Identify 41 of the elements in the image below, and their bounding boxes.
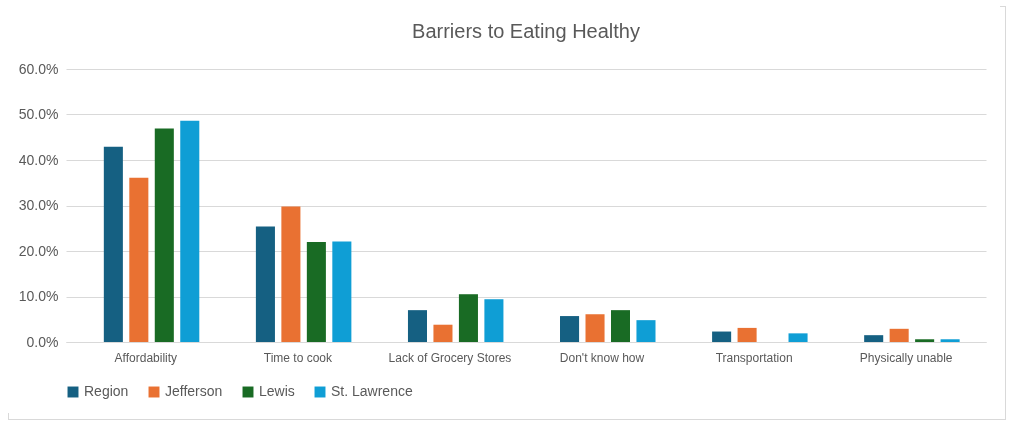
x-tick-label: Physically unable: [859, 350, 953, 365]
bar: [255, 226, 275, 342]
y-tick-label: 10.0%: [18, 288, 59, 304]
legend-label: Region: [84, 383, 129, 399]
bar: [915, 339, 935, 342]
bar: [636, 320, 656, 342]
bar: [306, 241, 326, 342]
x-tick-label: Don't know how: [559, 350, 645, 365]
y-tick-label: 40.0%: [18, 151, 59, 168]
bar: [180, 120, 200, 342]
bar: [560, 316, 580, 342]
x-tick-label: Affordability: [114, 350, 178, 365]
bar: [433, 324, 453, 342]
y-tick-label: 50.0%: [18, 106, 59, 122]
bar: [737, 327, 757, 342]
bar: [484, 299, 504, 342]
legend-label: Jefferson: [165, 383, 223, 399]
bar: [154, 128, 174, 342]
bar: [458, 294, 478, 342]
bar: [712, 331, 732, 342]
legend-label: St. Lawrence: [331, 383, 413, 399]
x-tick-label: Time to cook: [263, 350, 334, 365]
bar: [864, 335, 884, 342]
chart-title: Barriers to Eating Healthy: [412, 20, 640, 42]
x-tick-label: Lack of Grocery Stores: [388, 350, 512, 365]
y-tick-label: 60.0%: [18, 60, 59, 77]
bar: [129, 177, 149, 342]
bar: [103, 146, 123, 342]
bar: [585, 314, 605, 342]
bar: [610, 310, 631, 342]
x-tick-label: Transportation: [715, 350, 793, 365]
bar: [281, 206, 301, 342]
bar: [407, 310, 428, 342]
bar: [889, 328, 909, 342]
bar: [788, 333, 808, 342]
bar: [332, 241, 352, 342]
y-tick-label: 30.0%: [18, 197, 59, 213]
y-tick-label: 20.0%: [18, 242, 59, 259]
bar: [940, 339, 960, 342]
legend-label: Lewis: [259, 383, 295, 399]
y-tick-label: 0.0%: [26, 333, 59, 350]
